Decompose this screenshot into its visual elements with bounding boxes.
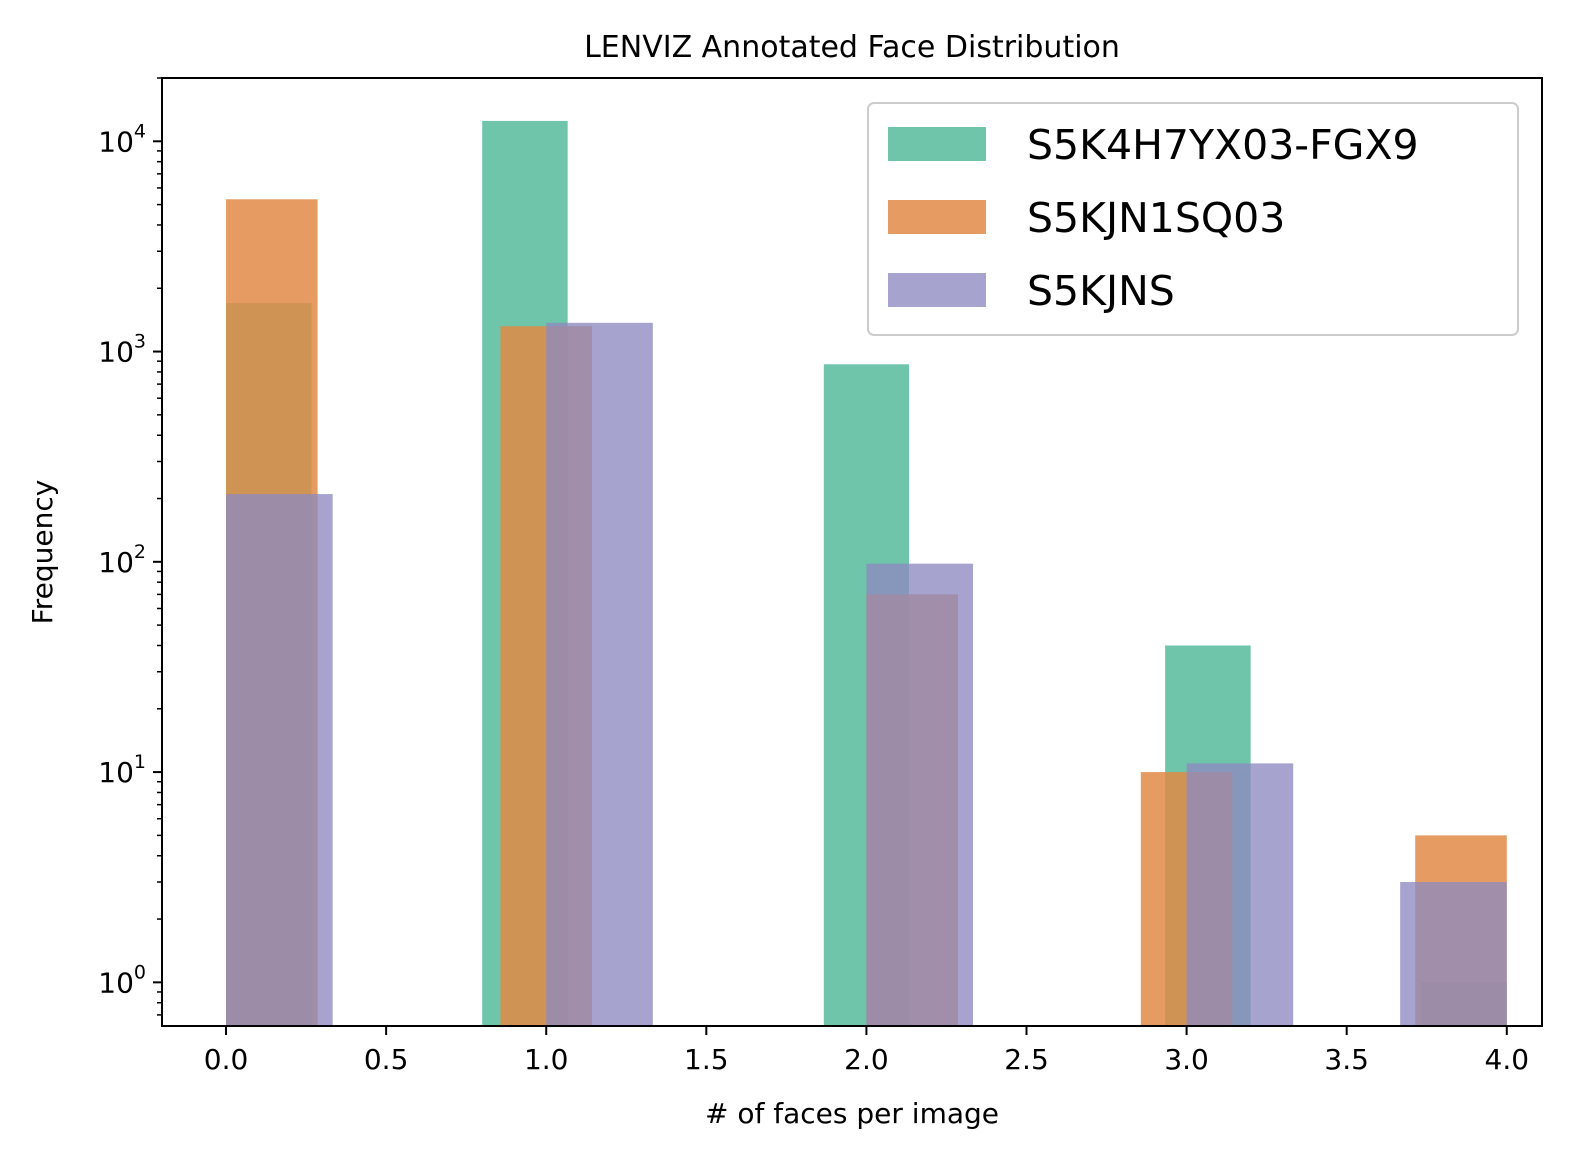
legend: S5K4H7YX03-FGX9 S5KJN1SQ03 S5KJNS [867,102,1519,336]
x-ticks: 0.0 0.5 1.0 1.5 2.0 2.5 3.0 3.5 4.0 [204,1026,1529,1076]
legend-label-2: S5KJN1SQ03 [1027,194,1285,242]
legend-swatch-2 [888,200,986,234]
legend-swatch-3 [888,273,986,307]
bar-series-3-bin-3 [866,563,974,1026]
legend-label-1: S5K4H7YX03-FGX9 [1027,121,1419,169]
y-major-ticks: 100 101 102 103 104 [98,120,162,999]
bar-series-3-bin-1 [226,494,333,1026]
x-tick-label-7: 3.5 [1324,1043,1369,1076]
y-tick-label-1: 101 [98,751,146,789]
x-tick-label-2: 1.0 [524,1043,569,1076]
legend-swatch-1 [888,127,986,161]
bar-series-3-bin-4 [1186,763,1294,1026]
x-tick-label-4: 2.0 [844,1043,889,1076]
x-tick-label-1: 0.5 [364,1043,409,1076]
x-tick-label-5: 2.5 [1004,1043,1049,1076]
legend-frame [867,102,1519,336]
x-tick-label-6: 3.0 [1164,1043,1209,1076]
x-tick-label-0: 0.0 [204,1043,249,1076]
x-tick-label-3: 1.5 [684,1043,729,1076]
bar-series-3-bin-2 [546,322,653,1026]
y-tick-label-4: 104 [98,120,146,158]
bar-series-3-bin-5 [1400,882,1507,1026]
x-axis-label: # of faces per image [705,1097,999,1130]
x-tick-label-8: 4.0 [1485,1043,1530,1076]
y-tick-label-0: 100 [98,961,146,999]
bars-layer [226,120,1507,1027]
y-tick-label-2: 102 [98,541,146,579]
chart-title: LENVIZ Annotated Face Distribution [584,30,1120,65]
plot-frame [161,77,1543,1027]
y-tick-label-3: 103 [98,331,146,369]
legend-label-3: S5KJNS [1027,267,1175,315]
y-axis-label: Frequency [26,480,59,625]
